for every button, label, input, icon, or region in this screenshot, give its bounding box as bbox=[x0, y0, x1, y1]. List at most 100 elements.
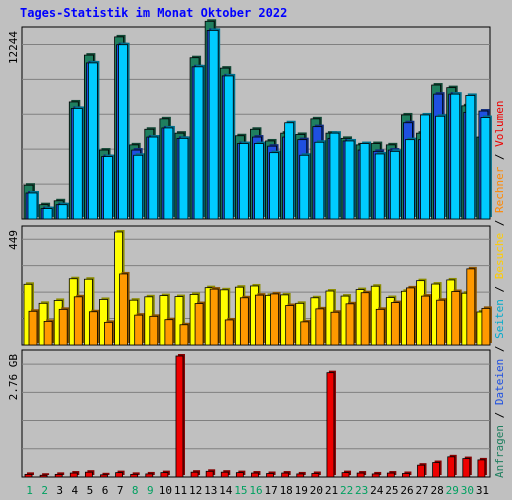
bar-hits-seiten-day-13 bbox=[208, 29, 219, 220]
bar-visits-rechner-day-13 bbox=[209, 288, 219, 346]
bar-hits-seiten-day-24 bbox=[374, 153, 385, 220]
bar-volume-volumen-day-20 bbox=[311, 473, 320, 478]
bar-hits-seiten-day-25 bbox=[389, 150, 400, 220]
x-tick-label-day-22: 22 bbox=[340, 484, 353, 497]
bar-visits-rechner-day-4 bbox=[73, 296, 83, 346]
bar-visits-rechner-day-16 bbox=[255, 294, 264, 346]
x-tick-label-day-23: 23 bbox=[355, 484, 368, 497]
bar-visits-rechner-day-21 bbox=[330, 311, 340, 346]
bar-visits-rechner-day-14 bbox=[224, 319, 234, 346]
bar-visits-rechner-day-2 bbox=[43, 320, 53, 346]
legend-item: / bbox=[493, 147, 506, 167]
bar-hits-seiten-day-14 bbox=[223, 75, 234, 220]
bar-volume-volumen-day-10 bbox=[160, 472, 169, 478]
bar-volume-volumen-day-8 bbox=[130, 473, 139, 478]
bar-volume-volumen-day-24-depth bbox=[374, 471, 382, 475]
bar-visits-rechner-day-28 bbox=[436, 299, 446, 346]
panel-volume-border bbox=[21, 349, 491, 478]
bar-visits-rechner-day-7 bbox=[119, 273, 128, 346]
bar-visits-rechner-day-19 bbox=[300, 321, 310, 346]
bar-volume-volumen-day-9 bbox=[145, 473, 154, 478]
bar-visits-rechner-day-22 bbox=[345, 303, 355, 346]
bar-volume-volumen-day-6 bbox=[100, 474, 108, 478]
bar-volume-volumen-day-14 bbox=[220, 471, 229, 478]
bar-volume-volumen-day-27 bbox=[417, 464, 425, 478]
x-tick-label-day-4: 4 bbox=[72, 484, 79, 497]
bar-visits-rechner-day-3 bbox=[58, 308, 68, 346]
x-tick-label-day-5: 5 bbox=[87, 484, 94, 497]
bar-visits-rechner-day-30 bbox=[466, 268, 476, 346]
bar-volume-volumen-day-1-depth bbox=[27, 472, 34, 475]
bar-volume-volumen-day-5 bbox=[84, 471, 93, 478]
bar-visits-rechner-day-6 bbox=[104, 321, 113, 346]
bar-visits-rechner-day-12 bbox=[194, 303, 204, 346]
bar-hits-seiten-day-4 bbox=[72, 108, 83, 220]
bar-volume-volumen-day-23 bbox=[356, 472, 365, 478]
bar-volume-volumen-day-16 bbox=[251, 472, 259, 478]
x-tick-label-day-31: 31 bbox=[476, 484, 489, 497]
x-tick-label-day-7: 7 bbox=[117, 484, 124, 497]
right-legend: Anfragen / Dateien / Seiten / Besuche / … bbox=[493, 100, 506, 478]
bar-volume-volumen-day-29 bbox=[447, 456, 456, 478]
bar-hits-seiten-day-15 bbox=[238, 143, 249, 220]
x-tick-label-day-13: 13 bbox=[204, 484, 217, 497]
legend-item: Rechner bbox=[493, 166, 506, 213]
bar-visits-rechner-day-8 bbox=[134, 314, 144, 346]
bar-volume-volumen-day-30 bbox=[462, 458, 471, 478]
x-tick-label-day-25: 25 bbox=[385, 484, 398, 497]
bar-volume-volumen-day-4 bbox=[69, 472, 78, 478]
x-tick-label-day-27: 27 bbox=[415, 484, 428, 497]
bar-volume-volumen-day-9-depth bbox=[147, 471, 155, 475]
bar-volume-volumen-day-31 bbox=[477, 459, 486, 478]
legend-item: / bbox=[493, 279, 506, 299]
legend-item: Anfragen bbox=[493, 425, 506, 478]
bar-volume-volumen-day-7 bbox=[115, 472, 123, 478]
bar-volume-volumen-day-12 bbox=[190, 471, 199, 478]
x-tick-label-day-14: 14 bbox=[219, 484, 233, 497]
bar-hits-seiten-day-3 bbox=[57, 204, 68, 220]
bar-volume-volumen-day-2-depth bbox=[42, 473, 50, 475]
legend-item: / bbox=[493, 213, 506, 233]
bar-hits-seiten-day-16 bbox=[254, 143, 264, 220]
bar-hits-seiten-day-27 bbox=[420, 114, 430, 220]
bar-volume-volumen-day-24 bbox=[371, 473, 380, 478]
bar-visits-rechner-day-15 bbox=[239, 297, 249, 346]
bar-volume-volumen-day-17 bbox=[266, 473, 274, 478]
bar-hits-seiten-day-30 bbox=[465, 95, 476, 220]
bar-volume-volumen-day-19-depth bbox=[298, 471, 306, 475]
x-tick-label-day-10: 10 bbox=[159, 484, 172, 497]
bar-visits-besuche-day-14 bbox=[219, 289, 229, 346]
bar-volume-volumen-day-13 bbox=[205, 470, 214, 478]
bar-hits-seiten-day-10 bbox=[163, 127, 174, 220]
bar-hits-seiten-day-18 bbox=[284, 122, 295, 220]
x-tick-label-day-16: 16 bbox=[249, 484, 262, 497]
bar-hits-seiten-day-6 bbox=[103, 156, 113, 220]
bar-visits-rechner-day-23 bbox=[360, 292, 370, 346]
bar-hits-seiten-day-29 bbox=[450, 93, 461, 220]
panel-volume-ymax-label: 2.76 GB bbox=[7, 354, 20, 401]
bar-hits-seiten-day-28 bbox=[435, 115, 446, 220]
bar-visits-rechner-day-29 bbox=[451, 291, 461, 346]
bar-visits-rechner-day-20 bbox=[315, 308, 325, 346]
x-tick-label-day-3: 3 bbox=[56, 484, 63, 497]
bar-volume-volumen-day-15 bbox=[235, 472, 244, 478]
x-tick-label-day-19: 19 bbox=[295, 484, 308, 497]
bar-visits-rechner-day-25 bbox=[390, 302, 400, 346]
x-tick-label-day-8: 8 bbox=[132, 484, 139, 497]
x-tick-label-day-12: 12 bbox=[189, 484, 202, 497]
x-tick-label-day-30: 30 bbox=[461, 484, 474, 497]
bar-visits-rechner-day-24 bbox=[375, 308, 385, 346]
legend-item: Dateien bbox=[493, 359, 506, 405]
bar-volume-volumen-day-6-depth bbox=[102, 472, 110, 475]
bar-volume-volumen-day-22 bbox=[341, 472, 350, 478]
bar-hits-seiten-day-7 bbox=[118, 44, 128, 220]
x-tick-label-day-9: 9 bbox=[147, 484, 154, 497]
bar-visits-rechner-day-31 bbox=[481, 307, 491, 346]
bar-volume-volumen-day-8-depth bbox=[132, 472, 140, 475]
bar-volume-volumen-day-2 bbox=[39, 474, 48, 478]
bar-hits-seiten-day-11 bbox=[178, 137, 189, 220]
bar-hits-seiten-day-1 bbox=[27, 192, 38, 220]
bar-visits-rechner-day-5 bbox=[88, 311, 98, 346]
x-tick-label-day-6: 6 bbox=[102, 484, 109, 497]
